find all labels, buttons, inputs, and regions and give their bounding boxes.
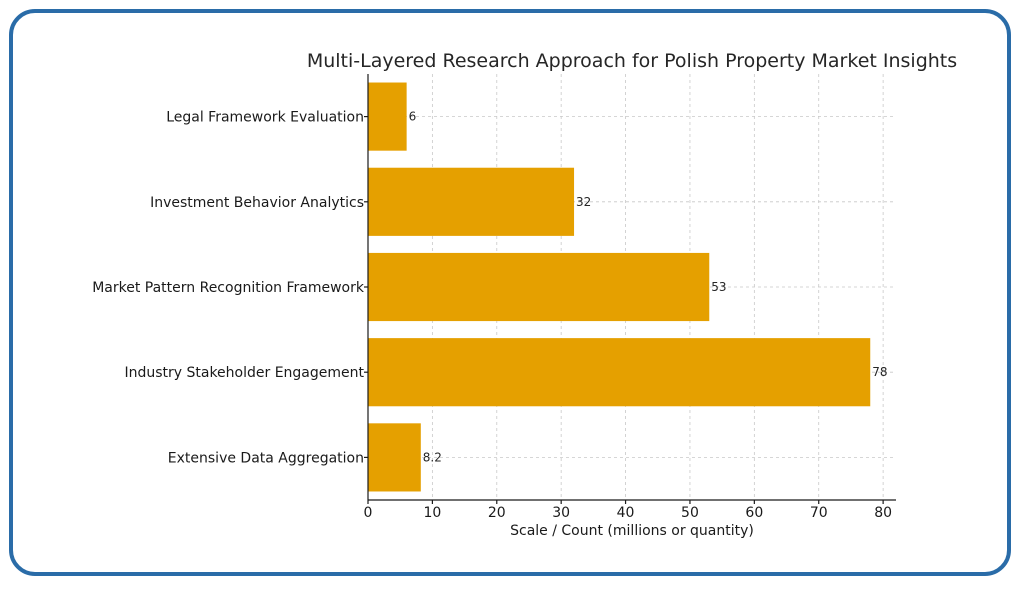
category-label: Market Pattern Recognition Framework <box>92 280 365 296</box>
bar-value-label: 53 <box>711 280 726 294</box>
x-tick-label: 70 <box>810 505 828 521</box>
category-label: Legal Framework Evaluation <box>166 110 364 126</box>
x-tick-label: 30 <box>552 505 570 521</box>
chart-title: Multi-Layered Research Approach for Poli… <box>307 50 957 72</box>
bar-value-label: 78 <box>872 365 887 379</box>
bar-value-label: 6 <box>409 110 417 124</box>
bar <box>368 82 407 151</box>
x-axis-label: Scale / Count (millions or quantity) <box>510 523 754 539</box>
bar <box>368 252 710 322</box>
category-label: Investment Behavior Analytics <box>150 195 364 211</box>
bars-layer <box>368 82 871 492</box>
x-tick-label: 10 <box>423 505 441 521</box>
x-tick-label: 60 <box>745 505 763 521</box>
labels-layer: 8.2 Extensive Data Aggregation 78 Industry … <box>92 110 887 467</box>
bar-value-label: 32 <box>576 195 591 209</box>
axis-layer: 0 10 20 30 40 50 60 70 80 <box>364 74 896 521</box>
category-label: Extensive Data Aggregation <box>168 450 364 466</box>
x-tick-label: 50 <box>681 505 699 521</box>
x-tick-label: 20 <box>488 505 506 521</box>
x-tick-label: 0 <box>364 505 373 521</box>
bar <box>368 338 871 407</box>
x-tick-label: 80 <box>874 505 892 521</box>
category-label: Industry Stakeholder Engagement <box>124 365 364 381</box>
bar <box>368 167 575 236</box>
x-tick-label: 40 <box>617 505 635 521</box>
bar <box>368 423 421 492</box>
bar-value-label: 8.2 <box>423 450 442 464</box>
